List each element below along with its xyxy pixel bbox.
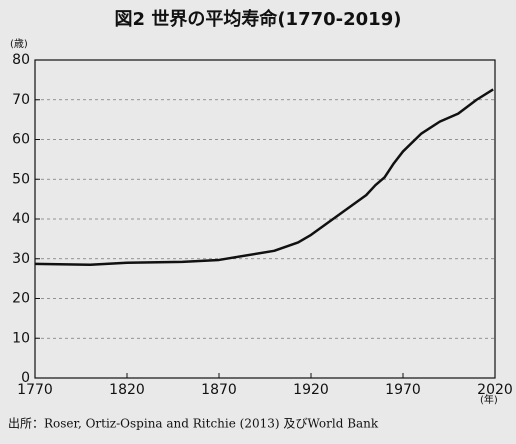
data-line xyxy=(34,88,494,266)
y-tick-label: 20 xyxy=(12,291,30,307)
y-tick-label: 40 xyxy=(12,211,30,227)
x-tick-label: 2020 xyxy=(477,382,513,398)
y-tick-label: 70 xyxy=(12,92,30,108)
y-tick-label: 80 xyxy=(12,52,30,68)
chart-title: 図2 世界の平均寿命(1770-2019) xyxy=(115,8,402,30)
x-tick-label: 1970 xyxy=(385,382,421,398)
y-tick-label: 50 xyxy=(12,171,30,187)
plot-frame xyxy=(34,59,496,379)
y-tick-label: 0 xyxy=(21,370,30,386)
y-tick-label: 60 xyxy=(12,132,30,148)
x-tick-label: 1770 xyxy=(17,382,53,398)
y-axis-label: (歳) xyxy=(10,38,28,50)
y-tick-label: 30 xyxy=(12,251,30,267)
x-tick-label: 1920 xyxy=(293,382,329,398)
x-tick-label: 1820 xyxy=(109,382,145,398)
source-note: 出所：Roser, Ortiz-Ospina and Ritchie (2013… xyxy=(8,417,379,431)
y-tick-label: 10 xyxy=(12,330,30,346)
x-tick-label: 1870 xyxy=(201,382,237,398)
x-axis-label: (年) xyxy=(480,393,498,406)
